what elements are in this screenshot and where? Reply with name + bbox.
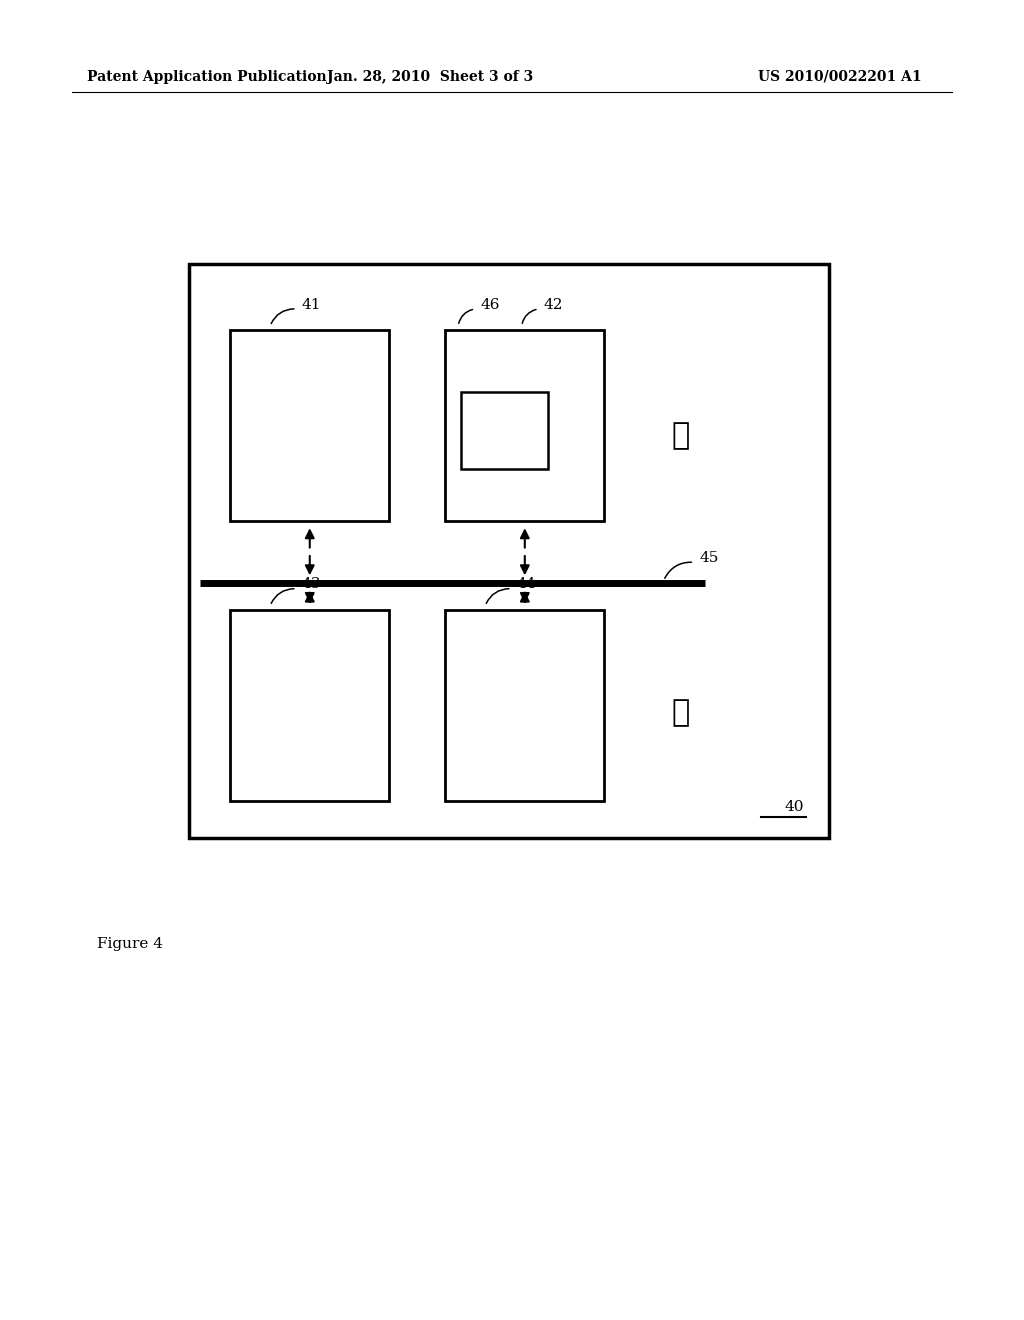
Text: 42: 42 bbox=[544, 297, 563, 312]
Text: 44: 44 bbox=[517, 577, 537, 591]
Text: Patent Application Publication: Patent Application Publication bbox=[87, 70, 327, 83]
Text: 41: 41 bbox=[302, 297, 322, 312]
Text: 43: 43 bbox=[302, 577, 322, 591]
Bar bbox=[461, 392, 548, 469]
Bar bbox=[189, 264, 829, 838]
Text: Figure 4: Figure 4 bbox=[97, 937, 163, 950]
Bar bbox=[445, 610, 604, 801]
Text: 46: 46 bbox=[480, 297, 500, 312]
Text: Jan. 28, 2010  Sheet 3 of 3: Jan. 28, 2010 Sheet 3 of 3 bbox=[327, 70, 534, 83]
Text: ⋯: ⋯ bbox=[672, 697, 690, 729]
Text: US 2010/0022201 A1: US 2010/0022201 A1 bbox=[758, 70, 922, 83]
Bar bbox=[230, 610, 389, 801]
Bar bbox=[445, 330, 604, 521]
Text: 45: 45 bbox=[699, 550, 719, 565]
Text: ⋯: ⋯ bbox=[672, 420, 690, 451]
Bar bbox=[230, 330, 389, 521]
Text: 40: 40 bbox=[784, 800, 804, 814]
